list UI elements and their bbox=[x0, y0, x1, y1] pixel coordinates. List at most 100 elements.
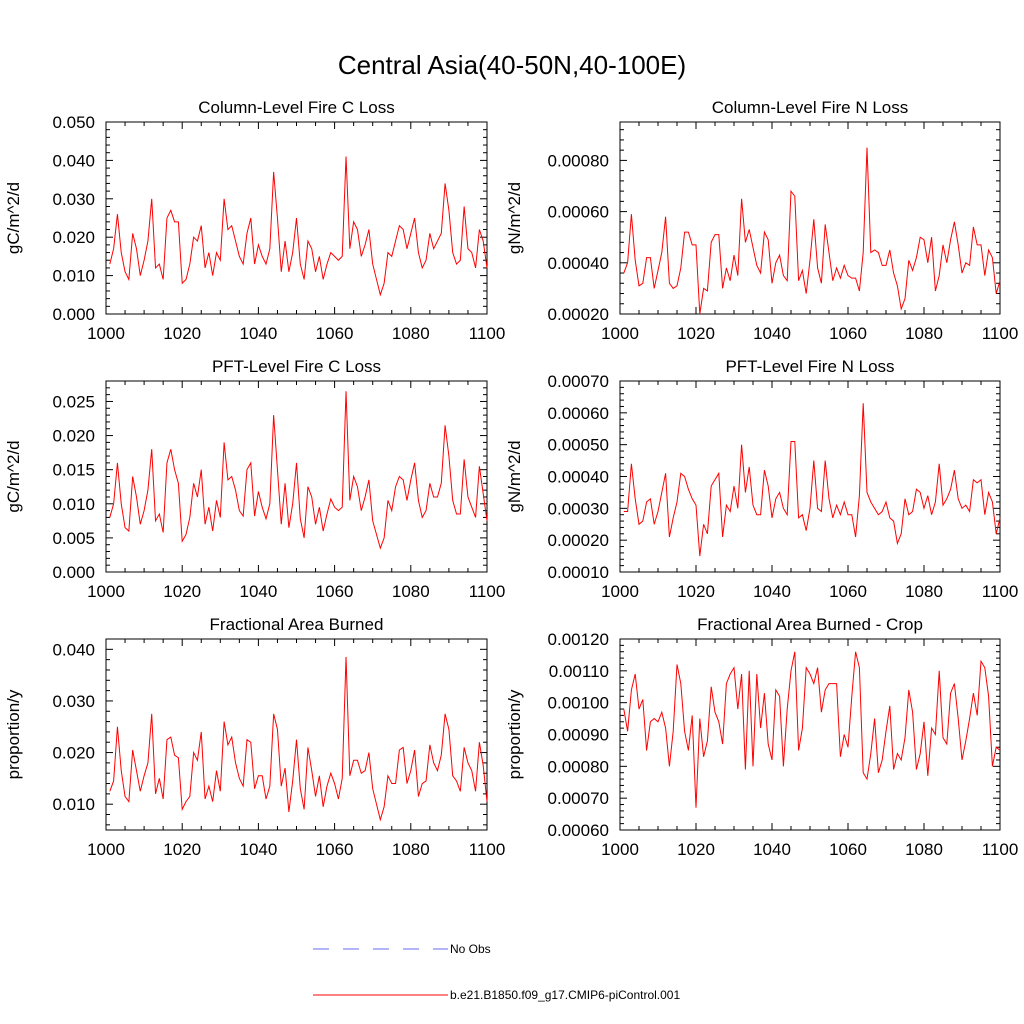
panel-title: Fractional Area Burned - Crop bbox=[697, 615, 923, 634]
x-tick-label: 1000 bbox=[87, 324, 125, 343]
y-tick-label: 0.00060 bbox=[548, 821, 609, 840]
y-tick-label: 0.00020 bbox=[548, 531, 609, 550]
x-tick-label: 1040 bbox=[239, 324, 277, 343]
panels: Column-Level Fire C Loss 1000 1020 1040 1060… bbox=[4, 98, 1018, 859]
panel-4: PFT-Level Fire N Loss 1000 1020 1040 1060 108… bbox=[505, 357, 1018, 601]
panel-5: Fractional Area Burned 1000 1020 1040 1060 10… bbox=[4, 615, 505, 859]
x-tick-label: 1060 bbox=[316, 582, 354, 601]
y-tick-label: 0.00100 bbox=[548, 694, 609, 713]
x-tick-label: 1100 bbox=[469, 324, 506, 343]
y-axis-label: gN/m^2/d bbox=[505, 182, 524, 254]
y-tick-label: 0.00040 bbox=[548, 468, 609, 487]
y-tick-label: 0.025 bbox=[52, 392, 95, 411]
x-tick-label: 1080 bbox=[905, 324, 943, 343]
panel-2: Column-Level Fire N Loss 1000 1020 1040 1060… bbox=[505, 98, 1018, 343]
x-tick-label: 1060 bbox=[316, 840, 354, 859]
y-tick-label: 0.00090 bbox=[548, 726, 609, 745]
y-tick-label: 0.00080 bbox=[548, 757, 609, 776]
x-tick-label: 1040 bbox=[239, 582, 277, 601]
panel-6: Fractional Area Burned - Crop 1000 1020 104… bbox=[505, 615, 1018, 859]
series-line bbox=[109, 391, 488, 550]
x-tick-label: 1000 bbox=[87, 840, 125, 859]
y-tick-label: 0.010 bbox=[52, 795, 95, 814]
x-tick-label: 1000 bbox=[87, 582, 125, 601]
y-tick-label: 0.010 bbox=[52, 495, 95, 514]
y-tick-label: 0.005 bbox=[52, 529, 95, 548]
y-axis-label: gC/m^2/d bbox=[4, 182, 23, 254]
legend: No Obs b.e21.B1850.f09_g17.CMIP6-piContr… bbox=[313, 942, 680, 1002]
y-tick-label: 0.00010 bbox=[548, 563, 609, 582]
x-tick-label: 1020 bbox=[677, 840, 715, 859]
y-tick-label: 0.00120 bbox=[548, 630, 609, 649]
x-tick-label: 1080 bbox=[905, 582, 943, 601]
y-tick-label: 0.030 bbox=[52, 692, 95, 711]
panel-3: PFT-Level Fire C Loss 1000 1020 1040 1060 108… bbox=[4, 357, 505, 601]
x-tick-label: 1020 bbox=[677, 582, 715, 601]
series-line bbox=[109, 156, 488, 297]
x-tick-label: 1020 bbox=[163, 582, 201, 601]
x-tick-label: 1080 bbox=[392, 840, 430, 859]
x-tick-label: 1040 bbox=[753, 582, 791, 601]
y-tick-label: 0.030 bbox=[52, 190, 95, 209]
y-tick-label: 0.00070 bbox=[548, 789, 609, 808]
y-axis-label: proportion/y bbox=[4, 689, 23, 779]
x-tick-label: 1040 bbox=[753, 324, 791, 343]
x-tick-label: 1000 bbox=[601, 840, 639, 859]
y-tick-label: 0.050 bbox=[52, 113, 95, 132]
x-tick-label: 1100 bbox=[469, 582, 506, 601]
x-tick-label: 1020 bbox=[163, 840, 201, 859]
y-tick-label: 0.00040 bbox=[548, 254, 609, 273]
y-tick-label: 0.00070 bbox=[548, 372, 609, 391]
panel-title: Fractional Area Burned bbox=[210, 615, 384, 634]
y-axis-label: gC/m^2/d bbox=[4, 440, 23, 512]
x-tick-label: 1020 bbox=[677, 324, 715, 343]
y-tick-label: 0.00080 bbox=[548, 151, 609, 170]
x-tick-label: 1080 bbox=[392, 582, 430, 601]
x-tick-label: 1060 bbox=[316, 324, 354, 343]
series-line bbox=[109, 657, 488, 822]
x-tick-label: 1060 bbox=[829, 324, 867, 343]
y-tick-label: 0.00060 bbox=[548, 404, 609, 423]
x-tick-label: 1100 bbox=[982, 582, 1019, 601]
y-tick-label: 0.020 bbox=[52, 427, 95, 446]
y-tick-label: 0.00110 bbox=[549, 662, 609, 681]
y-tick-label: 0.020 bbox=[52, 744, 95, 763]
panel-title: Column-Level Fire C Loss bbox=[198, 98, 395, 117]
x-tick-label: 1040 bbox=[239, 840, 277, 859]
panel-title: PFT-Level Fire C Loss bbox=[212, 357, 381, 376]
series-line bbox=[623, 651, 1001, 808]
y-tick-label: 0.040 bbox=[52, 640, 95, 659]
x-tick-label: 1000 bbox=[601, 324, 639, 343]
y-tick-label: 0.015 bbox=[52, 461, 95, 480]
x-tick-label: 1100 bbox=[982, 324, 1019, 343]
panel-title: PFT-Level Fire N Loss bbox=[725, 357, 894, 376]
x-tick-label: 1100 bbox=[982, 840, 1019, 859]
y-tick-label: 0.00020 bbox=[548, 305, 609, 324]
x-tick-label: 1080 bbox=[905, 840, 943, 859]
legend-model-label: b.e21.B1850.f09_g17.CMIP6-piControl.001 bbox=[450, 988, 680, 1002]
series-line bbox=[623, 147, 1001, 315]
y-tick-label: 0.000 bbox=[52, 305, 95, 324]
x-tick-label: 1100 bbox=[469, 840, 506, 859]
y-tick-label: 0.00050 bbox=[548, 436, 609, 455]
series-line bbox=[623, 403, 1001, 557]
y-axis-label: gN/m^2/d bbox=[505, 440, 524, 512]
y-tick-label: 0.010 bbox=[52, 267, 95, 286]
x-tick-label: 1020 bbox=[163, 324, 201, 343]
panel-1: Column-Level Fire C Loss 1000 1020 1040 1060… bbox=[4, 98, 505, 343]
x-tick-label: 1040 bbox=[753, 840, 791, 859]
x-tick-label: 1060 bbox=[829, 840, 867, 859]
y-tick-label: 0.00030 bbox=[548, 499, 609, 518]
plot-frame bbox=[619, 380, 1001, 573]
plot-frame bbox=[105, 380, 488, 573]
x-tick-label: 1000 bbox=[601, 582, 639, 601]
y-tick-label: 0.000 bbox=[52, 563, 95, 582]
y-tick-label: 0.040 bbox=[52, 151, 95, 170]
x-tick-label: 1060 bbox=[829, 582, 867, 601]
y-tick-label: 0.020 bbox=[52, 228, 95, 247]
y-axis-label: proportion/y bbox=[505, 689, 524, 779]
figure-title: Central Asia(40-50N,40-100E) bbox=[338, 50, 686, 80]
plot-frame bbox=[105, 638, 488, 831]
panel-title: Column-Level Fire N Loss bbox=[712, 98, 909, 117]
